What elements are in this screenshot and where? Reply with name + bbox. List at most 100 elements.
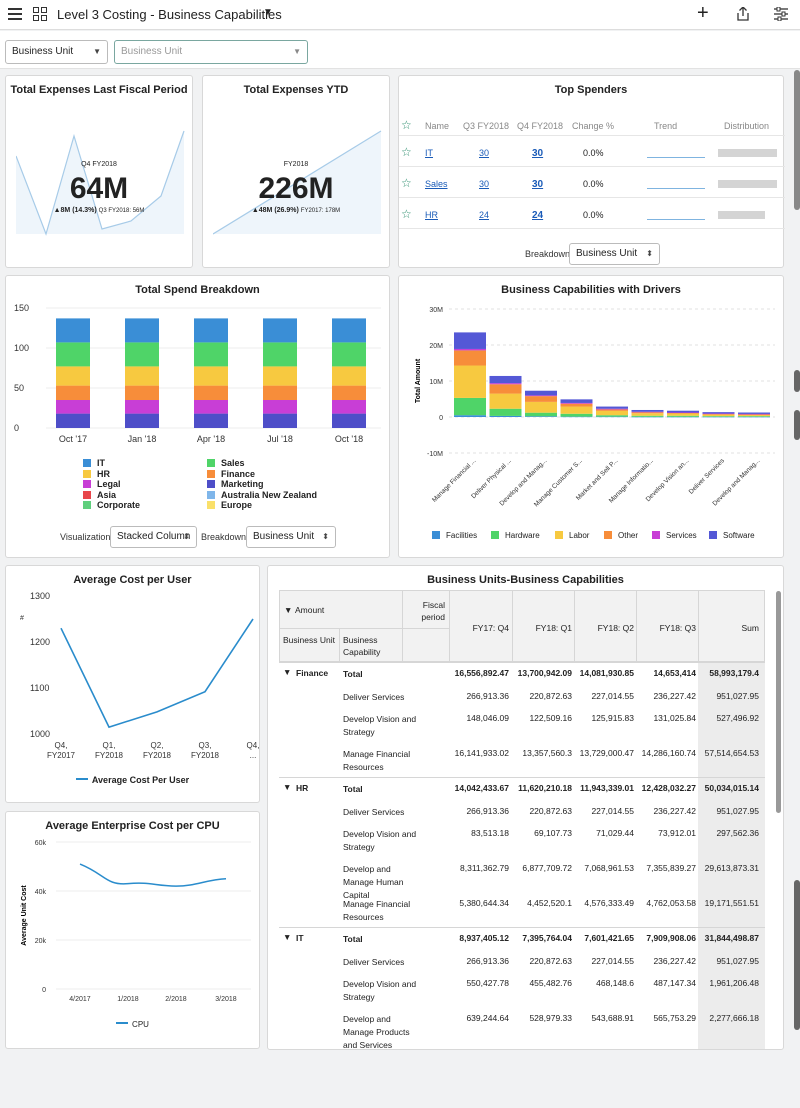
bar-segment[interactable] [667, 413, 699, 416]
bar-segment[interactable] [631, 409, 664, 412]
bar-segment[interactable] [454, 350, 486, 366]
bar-segment[interactable] [489, 408, 522, 416]
bar-segment[interactable] [489, 375, 522, 384]
bar-segment[interactable] [454, 348, 486, 351]
collapse-triangle-icon[interactable]: ▼ [283, 667, 292, 677]
spender-name-link[interactable]: IT [425, 148, 433, 158]
chevron-down-icon[interactable]: ▼ [263, 7, 273, 18]
bar-segment[interactable] [332, 413, 366, 428]
bar-segment[interactable] [738, 412, 770, 414]
bar-segment[interactable] [631, 411, 664, 413]
bar-segment[interactable] [596, 415, 628, 417]
bar-segment[interactable] [525, 416, 557, 417]
bar-segment[interactable] [702, 416, 735, 417]
spender-name-link[interactable]: Sales [425, 179, 448, 189]
share-icon[interactable] [737, 7, 749, 21]
star-icon[interactable]: ☆ [401, 207, 412, 221]
bar-segment[interactable] [125, 413, 159, 428]
bar-segment[interactable] [560, 402, 593, 404]
star-icon[interactable]: ☆ [401, 145, 412, 159]
bar-segment[interactable] [194, 342, 228, 367]
bar-segment[interactable] [263, 385, 297, 400]
bar-segment[interactable] [263, 400, 297, 414]
bar-segment[interactable] [596, 416, 628, 418]
bar-segment[interactable] [667, 412, 699, 414]
bar-segment[interactable] [525, 401, 557, 413]
bar-segment[interactable] [738, 416, 770, 418]
bar-segment[interactable] [332, 385, 366, 400]
bar-segment[interactable] [667, 410, 699, 413]
bar-segment[interactable] [332, 366, 366, 386]
bar-segment[interactable] [631, 415, 664, 417]
bar-segment[interactable] [525, 390, 557, 396]
collapse-triangle-icon[interactable]: ▼ [283, 932, 292, 942]
bar-segment[interactable] [702, 412, 735, 414]
bar-segment[interactable] [631, 416, 664, 418]
bar-segment[interactable] [125, 385, 159, 400]
pivot-scrollbar[interactable] [776, 591, 781, 813]
bar-segment[interactable] [667, 415, 699, 417]
bar-segment[interactable] [56, 318, 90, 343]
bar-segment[interactable] [332, 400, 366, 414]
spender-q4-link[interactable]: 30 [532, 148, 544, 159]
bar-segment[interactable] [56, 385, 90, 400]
collapse-triangle-icon[interactable]: ▼ [284, 605, 293, 615]
bar-segment[interactable] [125, 400, 159, 414]
bar-segment[interactable] [525, 395, 557, 397]
filter-settings-icon[interactable] [774, 7, 788, 21]
bar-segment[interactable] [631, 413, 664, 416]
bar-segment[interactable] [667, 412, 699, 414]
bar-segment[interactable] [194, 385, 228, 400]
bar-segment[interactable] [667, 416, 699, 418]
visualization-dropdown[interactable]: Stacked Column ⬍ [110, 526, 197, 548]
series-line[interactable] [79, 863, 227, 887]
collapse-triangle-icon[interactable]: ▼ [283, 782, 292, 792]
bar-segment[interactable] [125, 366, 159, 386]
star-icon[interactable]: ☆ [401, 176, 412, 190]
bar-segment[interactable] [194, 413, 228, 428]
bar-segment[interactable] [560, 406, 593, 414]
series-line[interactable] [60, 618, 254, 729]
bar-segment[interactable] [194, 318, 228, 343]
bar-segment[interactable] [489, 415, 522, 417]
bar-segment[interactable] [738, 416, 770, 417]
bar-segment[interactable] [738, 414, 770, 416]
bar-segment[interactable] [263, 366, 297, 386]
bar-segment[interactable] [489, 393, 522, 409]
bar-segment[interactable] [263, 318, 297, 343]
bar-segment[interactable] [596, 408, 628, 410]
bar-segment[interactable] [194, 400, 228, 414]
bar-segment[interactable] [263, 413, 297, 428]
bar-segment[interactable] [454, 365, 486, 398]
bar-segment[interactable] [454, 397, 486, 416]
business-unit-filter-input[interactable]: Business Unit ▼ [114, 40, 308, 64]
breakdown-dropdown[interactable]: Business Unit ⬍ [246, 526, 336, 548]
bar-segment[interactable] [596, 406, 628, 409]
spender-q4-link[interactable]: 24 [532, 210, 544, 221]
bar-segment[interactable] [56, 413, 90, 428]
bar-segment[interactable] [738, 415, 770, 417]
bar-segment[interactable] [489, 384, 522, 394]
add-icon[interactable]: + [697, 2, 709, 24]
bar-segment[interactable] [454, 415, 486, 417]
page-scrollbar[interactable] [794, 70, 800, 210]
bar-segment[interactable] [596, 409, 628, 411]
bar-segment[interactable] [332, 318, 366, 343]
bar-segment[interactable] [125, 342, 159, 367]
bar-segment[interactable] [738, 413, 770, 415]
bar-segment[interactable] [702, 413, 735, 415]
spender-q3-link[interactable]: 30 [479, 179, 490, 189]
bar-segment[interactable] [525, 396, 557, 402]
bar-segment[interactable] [560, 403, 593, 407]
grid-view-icon[interactable] [33, 7, 47, 21]
business-unit-dropdown[interactable]: Business Unit ▼ [5, 40, 108, 64]
bar-segment[interactable] [596, 410, 628, 416]
spender-q3-link[interactable]: 30 [479, 148, 490, 158]
spender-name-link[interactable]: HR [425, 210, 438, 220]
bar-segment[interactable] [702, 413, 735, 415]
bar-segment[interactable] [263, 342, 297, 367]
bar-segment[interactable] [125, 318, 159, 343]
bar-segment[interactable] [56, 400, 90, 414]
spender-q3-link[interactable]: 24 [479, 210, 490, 220]
bar-segment[interactable] [489, 383, 522, 385]
